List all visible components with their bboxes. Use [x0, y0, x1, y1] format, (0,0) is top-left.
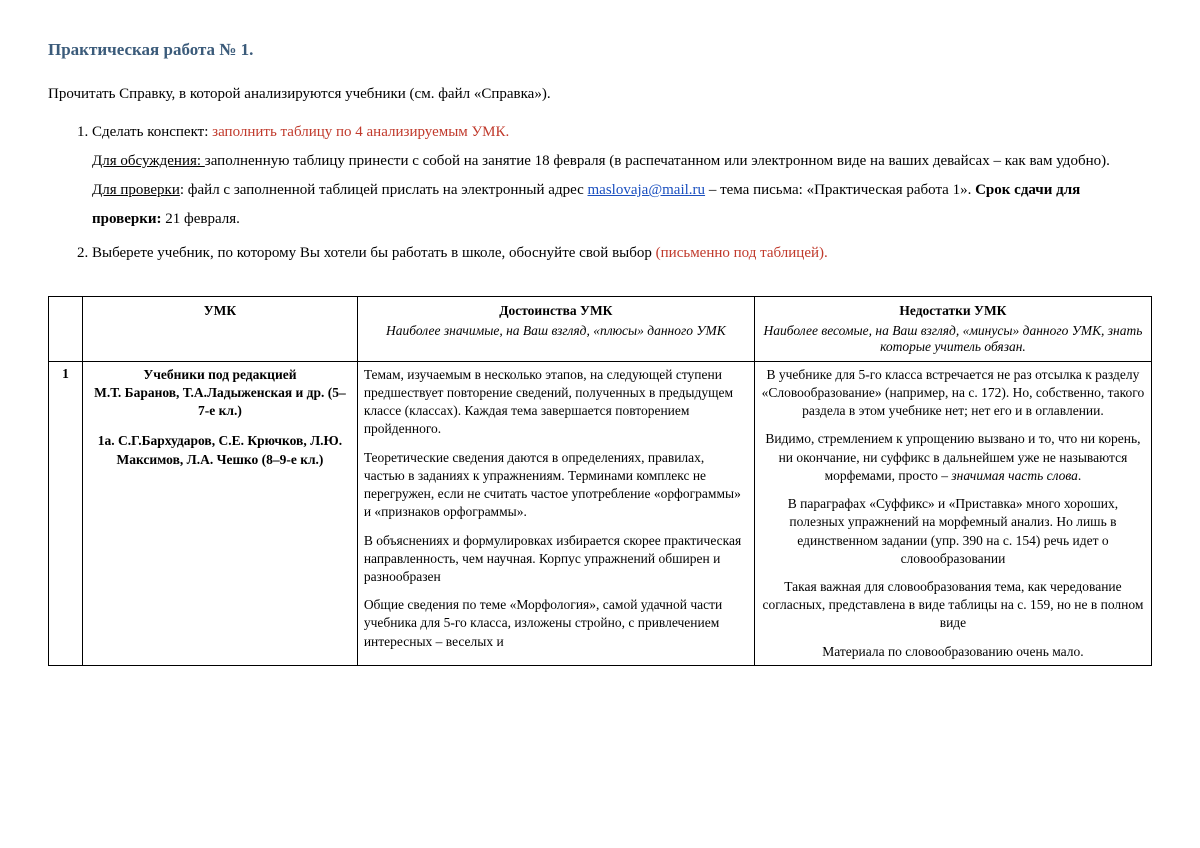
intro-paragraph: Прочитать Справку, в которой анализируют…	[48, 82, 1152, 108]
dis-p2b: значимая часть слова	[951, 468, 1078, 483]
task-item-2: Выберете учебник, по которому Вы хотели …	[92, 239, 1152, 268]
umk-line-b: М.Т. Баранов, Т.А.Ладыженская и др. (5–7…	[89, 384, 351, 420]
email-link[interactable]: maslovaja@mail.ru	[588, 182, 706, 198]
header-advantages: Достоинства УМК	[357, 296, 754, 321]
task1-check-text-a: : файл с заполненной таблицей прислать н…	[180, 182, 588, 198]
umk-line-a: Учебники под редакцией	[89, 366, 351, 384]
task-list: Сделать конспект: заполнить таблицу по 4…	[48, 118, 1152, 268]
cell-advantages: Темам, изучаемым в несколько этапов, на …	[357, 361, 754, 665]
task1-lead: Сделать конспект:	[92, 124, 212, 140]
page-title: Практическая работа № 1.	[48, 40, 1152, 60]
dis-para-4: Такая важная для словообразования тема, …	[761, 578, 1145, 633]
task1-deadline-value: 21 февраля.	[162, 211, 240, 227]
task2-text: Выберете учебник, по которому Вы хотели …	[92, 245, 656, 261]
task-item-1: Сделать конспект: заполнить таблицу по 4…	[92, 118, 1152, 235]
task1-discussion-label: Для обсуждения:	[92, 153, 205, 169]
cell-row-number: 1	[49, 361, 83, 665]
header-num	[49, 296, 83, 361]
dis-para-3: В параграфах «Суффикс» и «Приставка» мно…	[761, 495, 1145, 568]
umk-table: УМК Достоинства УМК Недостатки УМК Наибо…	[48, 296, 1152, 666]
header-umk: УМК	[83, 296, 358, 361]
subheader-disadvantages: Наиболее весомые, на Ваш взгляд, «минусы…	[754, 321, 1151, 362]
task1-check-text-b: – тема письма: «Практическая работа 1».	[705, 182, 975, 198]
adv-para-4: Общие сведения по теме «Морфология», сам…	[364, 596, 748, 651]
subheader-advantages: Наиболее значимые, на Ваш взгляд, «плюсы…	[357, 321, 754, 362]
task1-red: заполнить таблицу по 4 анализируемым УМК…	[212, 124, 509, 140]
dis-p2c: .	[1078, 468, 1081, 483]
adv-para-2: Теоретические сведения даются в определе…	[364, 449, 748, 522]
cell-umk-name: Учебники под редакцией М.Т. Баранов, Т.А…	[83, 361, 358, 665]
dis-para-2: Видимо, стремлением к упрощению вызвано …	[761, 430, 1145, 485]
task1-check-label: Для проверки	[92, 182, 180, 198]
table-row: 1 Учебники под редакцией М.Т. Баранов, Т…	[49, 361, 1152, 665]
adv-para-3: В объяснениях и формулировках избирается…	[364, 532, 748, 587]
task2-red: (письменно под таблицей).	[656, 245, 828, 261]
cell-disadvantages: В учебнике для 5-го класса встречается н…	[754, 361, 1151, 665]
header-disadvantages: Недостатки УМК	[754, 296, 1151, 321]
umk-line-c: 1а. С.Г.Бархударов, С.Е. Крючков, Л.Ю. М…	[89, 432, 351, 468]
dis-para-1: В учебнике для 5-го класса встречается н…	[761, 366, 1145, 421]
adv-para-1: Темам, изучаемым в несколько этапов, на …	[364, 366, 748, 439]
dis-para-5: Материала по словообразованию очень мало…	[761, 643, 1145, 661]
table-header-row: УМК Достоинства УМК Недостатки УМК	[49, 296, 1152, 321]
task1-discussion-text: заполненную таблицу принести с собой на …	[205, 153, 1110, 169]
